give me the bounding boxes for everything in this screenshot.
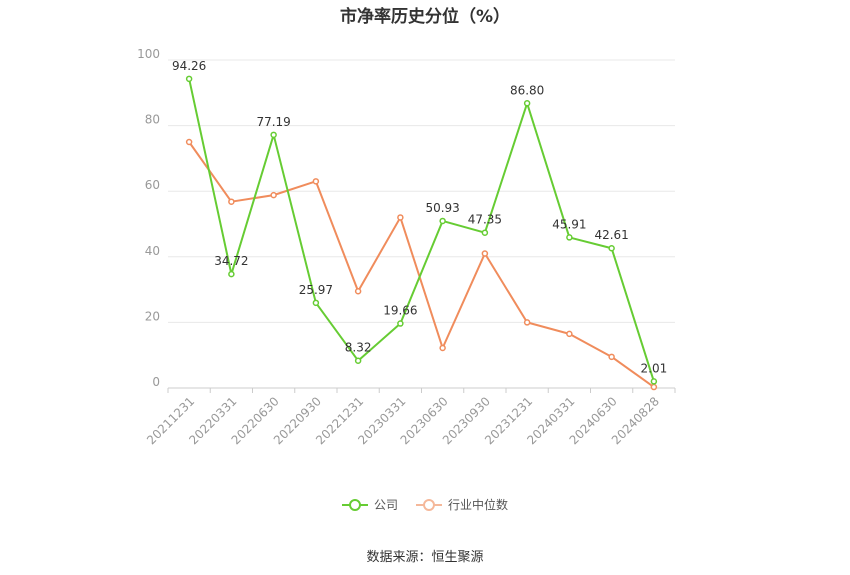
data-label: 86.80 [510, 83, 544, 97]
source-note: 数据来源：恒生聚源 [366, 550, 484, 565]
y-tick-label: 60 [145, 178, 160, 192]
data-point-company [439, 217, 446, 225]
data-point-company [566, 234, 573, 241]
data-point-industry-median [185, 138, 193, 146]
legend: 公司 行业中位数 [0, 496, 850, 513]
data-point-company [650, 378, 658, 385]
y-axis: 0 20 40 60 80 100 [137, 47, 160, 389]
legend-item-industry-median[interactable]: 行业中位数 [416, 496, 508, 513]
y-tick-label: 100 [137, 47, 160, 61]
series-layer: 94.26 34.72 77.19 25.97 8.32 19.66 50.93 47.35 8… [172, 59, 668, 391]
data-point-industry-median [523, 319, 531, 326]
data-label: 47.35 [468, 213, 502, 227]
data-point-company [185, 75, 193, 83]
data-label: 34.72 [214, 254, 248, 268]
x-axis: 2021123120220331202206302022093020221231… [144, 388, 676, 447]
data-label: 2.01 [641, 361, 668, 375]
y-tick-label: 40 [145, 244, 160, 258]
chart-title: 市净率历史分位（%） [339, 7, 511, 27]
y-tick-label: 80 [145, 113, 160, 127]
data-point-industry-median [397, 214, 404, 221]
data-label: 25.97 [299, 283, 333, 297]
legend-swatch-industry-median [416, 498, 442, 511]
data-point-industry-median [650, 383, 658, 391]
data-point-industry-median [608, 353, 615, 361]
data-point-company [354, 357, 362, 364]
data-point-company [397, 320, 404, 327]
data-label: 19.66 [383, 304, 417, 318]
data-point-company [481, 229, 489, 236]
legend-swatch-company [341, 498, 368, 511]
data-point-company [608, 244, 615, 252]
data-label: 50.93 [425, 201, 459, 215]
data-point-industry-median [481, 250, 489, 257]
data-point-industry-median [439, 344, 446, 352]
data-point-industry-median [566, 330, 573, 338]
series-line-company [188, 78, 655, 382]
y-tick-label: 20 [145, 309, 160, 323]
data-label: 77.19 [256, 115, 290, 129]
data-point-industry-median [270, 191, 277, 199]
legend-label-company: 公司 [373, 498, 398, 512]
data-point-industry-median [228, 198, 235, 205]
line-chart: 0 20 40 60 80 100 202112312022033120220630202… [137, 47, 676, 447]
data-point-company [523, 100, 531, 107]
data-point-company [228, 270, 235, 278]
series-line-industry-median [188, 141, 655, 388]
data-label: 45.91 [552, 217, 586, 231]
data-label: 42.61 [594, 228, 628, 242]
legend-item-company[interactable]: 公司 [341, 496, 398, 513]
data-point-company [270, 131, 277, 139]
data-point-company [312, 299, 320, 307]
legend-label-industry-median: 行业中位数 [448, 498, 509, 512]
data-label: 8.32 [345, 341, 372, 355]
data-point-industry-median [354, 287, 362, 295]
grid-lines [168, 59, 675, 389]
data-label: 94.26 [172, 59, 206, 73]
y-tick-label: 0 [152, 375, 160, 389]
data-point-industry-median [312, 178, 320, 185]
